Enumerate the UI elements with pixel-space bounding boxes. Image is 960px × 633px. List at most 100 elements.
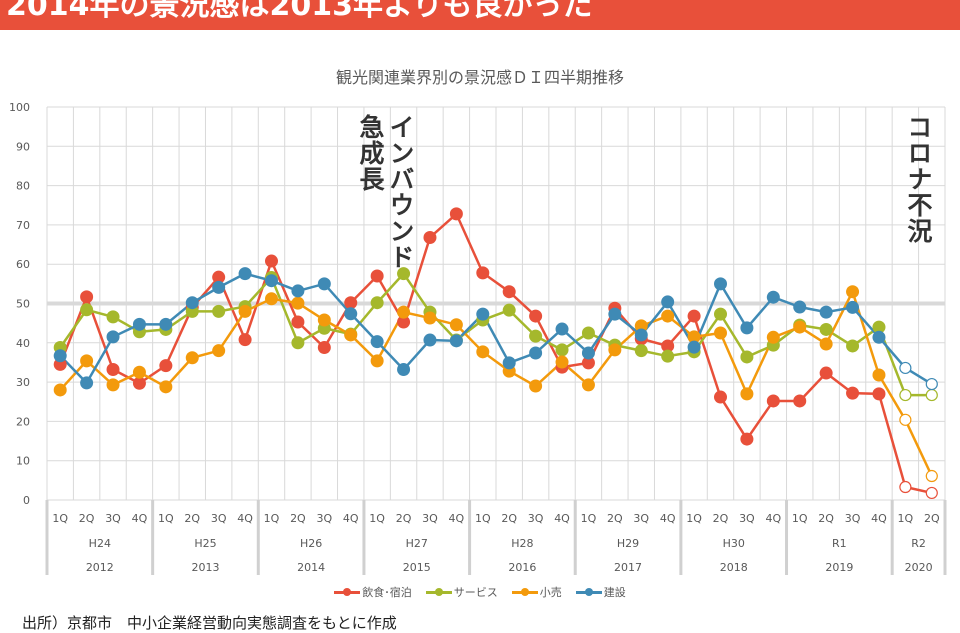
- data-point: [106, 363, 120, 377]
- x-tick-label: 3Q: [211, 512, 227, 525]
- data-point: [265, 292, 278, 306]
- legend-label: 建設: [603, 586, 626, 599]
- data-point: [925, 469, 938, 483]
- y-tick-label: 70: [16, 219, 30, 232]
- source-note: 出所）京都市 中小企業経営動向実態調査をもとに作成: [22, 614, 397, 632]
- data-point: [529, 379, 543, 393]
- data-point: [714, 277, 727, 291]
- data-point: [423, 230, 437, 244]
- data-point: [529, 346, 543, 360]
- y-tick-label: 40: [16, 337, 30, 350]
- data-point: [555, 355, 569, 369]
- data-point: [423, 333, 437, 347]
- data-point: [132, 365, 146, 379]
- data-point: [106, 330, 120, 344]
- data-point: [766, 290, 780, 304]
- x-group-era-label: R1: [832, 537, 847, 550]
- data-point: [449, 318, 463, 332]
- x-tick-label: 2Q: [396, 512, 412, 525]
- legend-label: 飲食･宿泊: [362, 586, 412, 599]
- data-point: [634, 328, 648, 342]
- y-tick-label: 80: [16, 180, 30, 193]
- data-point: [740, 321, 754, 335]
- data-point: [819, 366, 833, 380]
- data-point: [899, 480, 912, 494]
- data-point: [872, 330, 886, 344]
- data-point: [476, 307, 490, 321]
- data-point: [265, 274, 278, 288]
- series-line: [59, 272, 933, 386]
- data-point: [291, 336, 305, 350]
- data-point: [608, 343, 622, 357]
- data-point: [80, 376, 94, 390]
- data-point: [370, 335, 384, 349]
- x-group-era-label: H24: [89, 537, 111, 550]
- data-point: [132, 376, 146, 390]
- legend-label: サービス: [453, 586, 498, 599]
- data-point: [502, 356, 516, 370]
- y-tick-label: 20: [16, 415, 30, 428]
- data-point: [238, 304, 252, 318]
- data-point: [344, 328, 358, 342]
- x-group-year-label: 2018: [720, 561, 748, 574]
- x-tick-label: 2Q: [290, 512, 306, 525]
- x-tick-label: 2Q: [501, 512, 517, 525]
- data-point: [740, 350, 754, 364]
- data-point: [397, 315, 411, 329]
- data-point: [397, 267, 411, 281]
- data-point: [159, 359, 173, 373]
- data-point: [899, 413, 912, 426]
- x-tick-label: 4Q: [343, 512, 359, 525]
- data-point: [793, 300, 807, 314]
- data-point: [317, 313, 331, 327]
- data-point: [159, 317, 173, 331]
- x-tick-label: 1Q: [369, 512, 385, 525]
- annotation-corona: コロナ不況: [904, 114, 933, 244]
- legend-marker: [511, 587, 538, 596]
- x-group-era-label: H27: [406, 537, 428, 550]
- data-point: [344, 296, 358, 310]
- data-point: [555, 343, 569, 357]
- data-point: [793, 394, 807, 408]
- x-tick-label: 1Q: [581, 512, 597, 525]
- data-point: [185, 351, 199, 365]
- data-point: [687, 340, 701, 354]
- x-tick-label: 3Q: [739, 512, 755, 525]
- x-group-era-label: H25: [194, 537, 216, 550]
- x-tick-label: 4Q: [449, 512, 465, 525]
- data-point: [714, 326, 727, 340]
- data-point: [159, 380, 173, 394]
- x-tick-label: 1Q: [475, 512, 491, 525]
- x-group-year-label: 2016: [508, 561, 536, 574]
- y-tick-label: 10: [16, 455, 30, 468]
- data-point: [925, 388, 938, 402]
- x-tick-label: 3Q: [316, 512, 332, 525]
- data-point: [212, 280, 226, 294]
- data-point: [819, 322, 833, 336]
- legend: 飲食･宿泊 サービス 小売 建設: [0, 584, 960, 600]
- data-point: [185, 296, 199, 310]
- data-point: [581, 346, 595, 360]
- data-point: [819, 337, 833, 351]
- legend-item: 飲食･宿泊: [334, 584, 412, 600]
- x-tick-label: 3Q: [633, 512, 649, 525]
- data-point: [899, 361, 912, 375]
- data-point: [661, 309, 675, 323]
- data-point: [661, 295, 675, 309]
- y-tick-label: 100: [9, 101, 30, 114]
- data-point: [899, 388, 912, 402]
- x-group-era-label: H30: [723, 537, 745, 550]
- y-tick-label: 50: [16, 298, 30, 311]
- data-point: [238, 267, 252, 281]
- x-tick-label: 2Q: [607, 512, 623, 525]
- x-tick-label: 4Q: [871, 512, 887, 525]
- data-point: [714, 307, 727, 321]
- x-group-year-label: 2017: [614, 561, 642, 574]
- data-point: [872, 320, 886, 334]
- data-point: [53, 383, 67, 397]
- x-group-year-label: 2015: [403, 561, 431, 574]
- data-point: [581, 378, 595, 392]
- y-tick-label: 90: [16, 140, 30, 153]
- headline-banner: 2014年の景況感は2013年よりも良かった: [0, 0, 960, 30]
